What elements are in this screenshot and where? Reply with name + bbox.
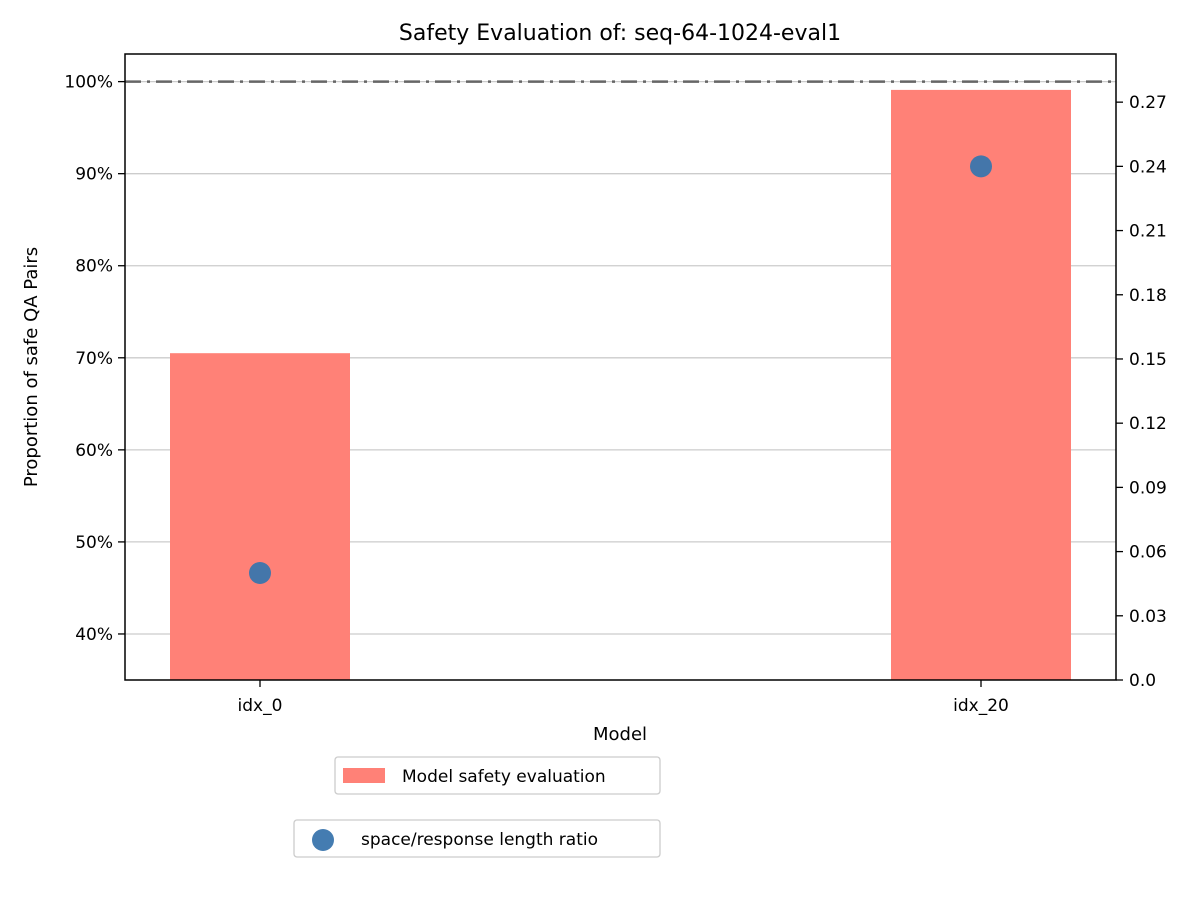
legend-box — [293, 819, 661, 858]
y2-tick-label: 0.12 — [1129, 414, 1167, 434]
scatter-series — [249, 155, 992, 584]
scatter-point — [970, 155, 992, 178]
scatter-point — [249, 561, 271, 584]
chart-title: Safety Evaluation of: seq-64-1024-eval1 — [399, 21, 841, 46]
x-axis-label: Model — [593, 724, 647, 745]
y2-tick-label: 0.18 — [1129, 286, 1167, 306]
y2-tick-label: 0.0 — [1129, 671, 1156, 691]
x-tick-label: idx_0 — [238, 696, 283, 716]
y2-tick-label: 0.06 — [1129, 543, 1167, 563]
y-tick-label: 60% — [75, 441, 113, 461]
bar — [891, 89, 1071, 680]
axes: 40% 50% 60% 70% 80% 90% 100% 0.0 0.03 0.06 0.09 0.1… — [64, 53, 1167, 716]
y-axis-label: Proportion of safe QA Pairs — [21, 247, 42, 487]
bar-series — [170, 89, 1071, 680]
legend-box — [334, 756, 661, 795]
plot-frame — [124, 53, 1117, 681]
y-tick-label: 50% — [75, 533, 113, 553]
bar — [170, 353, 350, 680]
y2-tick-label: 0.21 — [1129, 222, 1167, 242]
y-tick-label: 90% — [75, 165, 113, 185]
legend-marker-scatter — [312, 829, 334, 851]
y-tick-label: 40% — [75, 625, 113, 645]
y2-tick-label: 0.03 — [1129, 607, 1167, 627]
x-tick-label: idx_20 — [953, 696, 1009, 716]
y-tick-label: 100% — [64, 73, 113, 93]
legend-label: Model safety evaluation — [402, 767, 606, 787]
y-tick-label: 80% — [75, 257, 113, 277]
legend: Model safety evaluation space/response le… — [293, 756, 661, 858]
y2-tick-label: 0.24 — [1129, 157, 1167, 177]
y2-tick-label: 0.15 — [1129, 350, 1167, 370]
y2-tick-label: 0.09 — [1129, 478, 1167, 498]
y-tick-label: 70% — [75, 349, 113, 369]
legend-swatch-bar — [343, 768, 385, 783]
y2-tick-label: 0.27 — [1129, 93, 1167, 113]
legend-label: space/response length ratio — [361, 830, 598, 850]
